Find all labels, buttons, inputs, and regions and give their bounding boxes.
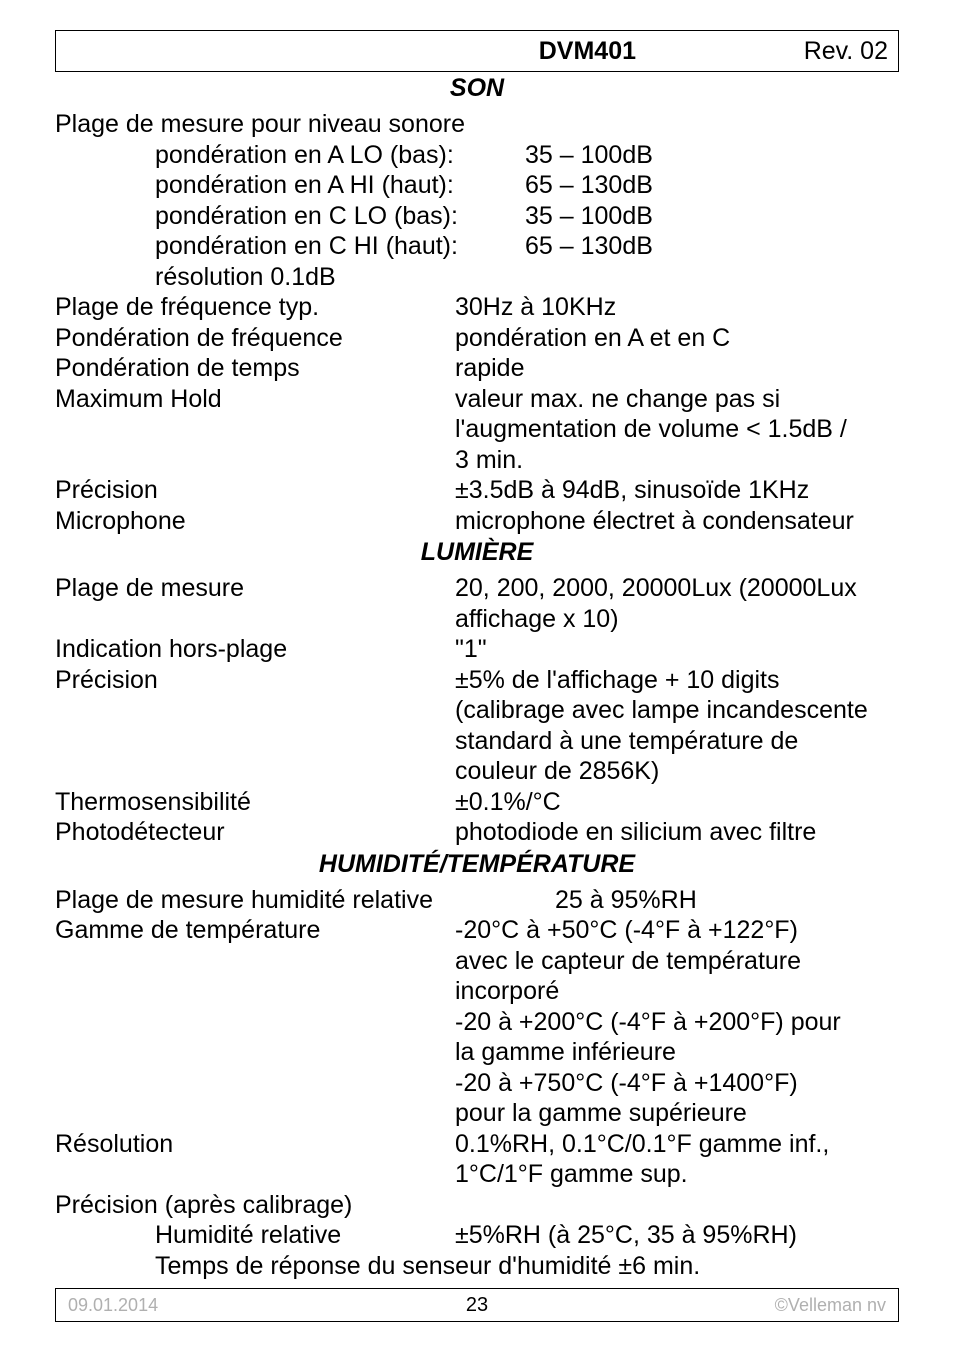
hum-gamme-v6: -20 à +750°C (-4°F à +1400°F) [455,1068,899,1099]
hum-res-v1: 0.1%RH, 0.1°C/0.1°F gamme inf., [455,1129,899,1160]
son-precision-l: Précision [55,475,455,506]
son-pond-temps-v: rapide [455,353,899,384]
son-freq-typ-v: 30Hz à 10KHz [455,292,899,323]
lum-prec-v2: (calibrage avec lampe incandescente [455,695,899,726]
footer-date: 09.01.2014 [56,1295,368,1316]
son-precision-v: ±3.5dB à 94dB, sinusoïde 1KHz [455,475,899,506]
lum-plage-v2: affichage x 10) [455,604,899,635]
son-block: Plage de mesure pour niveau sonore pondé… [55,109,899,536]
hum-gamme-v1: -20°C à +50°C (-4°F à +122°F) [455,915,899,946]
hum-gamme-v3: incorporé [455,976,899,1007]
page: DVM401 Rev. 02 SON Plage de mesure pour … [0,0,954,1350]
son-pond-freq-l: Pondération de fréquence [55,323,455,354]
son-maxhold-v2: l'augmentation de volume < 1.5dB / [455,414,899,445]
son-pond-c-lo-v: 35 – 100dB [525,201,899,232]
lum-prec-l: Précision [55,665,455,787]
footer-box: 09.01.2014 23 ©Velleman nv [55,1288,899,1322]
humid-block: Plage de mesure humidité relative 25 à 9… [55,885,899,1282]
hum-precal-l: Précision (après calibrage) [55,1190,899,1221]
section-title-lumiere: LUMIÈRE [55,538,899,567]
lum-prec-v3: standard à une température de [455,726,899,757]
son-micro-v: microphone électret à condensateur [455,506,899,537]
lumiere-block: Plage de mesure 20, 200, 2000, 20000Lux … [55,573,899,848]
lum-ind-l: Indication hors-plage [55,634,455,665]
lum-prec-v1: ±5% de l'affichage + 10 digits [455,665,899,696]
son-maxhold-v1: valeur max. ne change pas si [455,384,899,415]
son-micro-l: Microphone [55,506,455,537]
lum-therm-l: Thermosensibilité [55,787,455,818]
son-pond-a-lo-l: pondération en A LO (bas): [155,140,525,171]
son-pond-c-hi-v: 65 – 130dB [525,231,899,262]
hum-humrel-v: ±5%RH (à 25°C, 35 à 95%RH) [455,1220,899,1251]
lum-photo-l: Photodétecteur [55,817,455,848]
hum-res-v2: 1°C/1°F gamme sup. [455,1159,899,1190]
footer-page: 23 [368,1294,586,1317]
son-pond-c-hi-l: pondération en C HI (haut): [155,231,525,262]
hum-plage-v: 25 à 95%RH [505,885,899,916]
son-pond-a-hi-l: pondération en A HI (haut): [155,170,525,201]
hum-res-l: Résolution [55,1129,455,1190]
son-pond-temps-l: Pondération de temps [55,353,455,384]
lum-ind-v: "1" [455,634,899,665]
hum-plage-l: Plage de mesure humidité relative [55,885,505,916]
section-title-humid: HUMIDITÉ/TEMPÉRATURE [55,850,899,879]
lum-therm-v: ±0.1%/°C [455,787,899,818]
hum-gamme-l: Gamme de température [55,915,455,1129]
hum-gamme-v5: la gamme inférieure [455,1037,899,1068]
son-freq-typ-l: Plage de fréquence typ. [55,292,455,323]
son-maxhold-l: Maximum Hold [55,384,455,476]
header-box: DVM401 Rev. 02 [55,30,899,72]
section-title-son: SON [55,74,899,103]
lum-plage-l: Plage de mesure [55,573,455,634]
lum-prec-v4: couleur de 2856K) [455,756,899,787]
hum-temps: Temps de réponse du senseur d'humidité ±… [55,1251,899,1282]
hum-humrel-l: Humidité relative [155,1220,455,1251]
son-maxhold-v3: 3 min. [455,445,899,476]
hum-gamme-v2: avec le capteur de température [455,946,899,977]
son-plage-label: Plage de mesure pour niveau sonore [55,109,899,140]
hum-gamme-v4: -20 à +200°C (-4°F à +200°F) pour [455,1007,899,1038]
lum-plage-v1: 20, 200, 2000, 20000Lux (20000Lux [455,573,899,604]
son-pond-a-hi-v: 65 – 130dB [525,170,899,201]
header-rev: Rev. 02 [638,37,898,66]
son-pond-a-lo-v: 35 – 100dB [525,140,899,171]
son-resolution: résolution 0.1dB [55,262,899,293]
son-pond-freq-v: pondération en A et en C [455,323,899,354]
header-title: DVM401 [56,37,638,66]
header-left: DVM401 [56,37,638,66]
lum-photo-v: photodiode en silicium avec filtre [455,817,899,848]
son-pond-c-lo-l: pondération en C LO (bas): [155,201,525,232]
hum-gamme-v7: pour la gamme supérieure [455,1098,899,1129]
footer-copyright: ©Velleman nv [586,1295,898,1316]
